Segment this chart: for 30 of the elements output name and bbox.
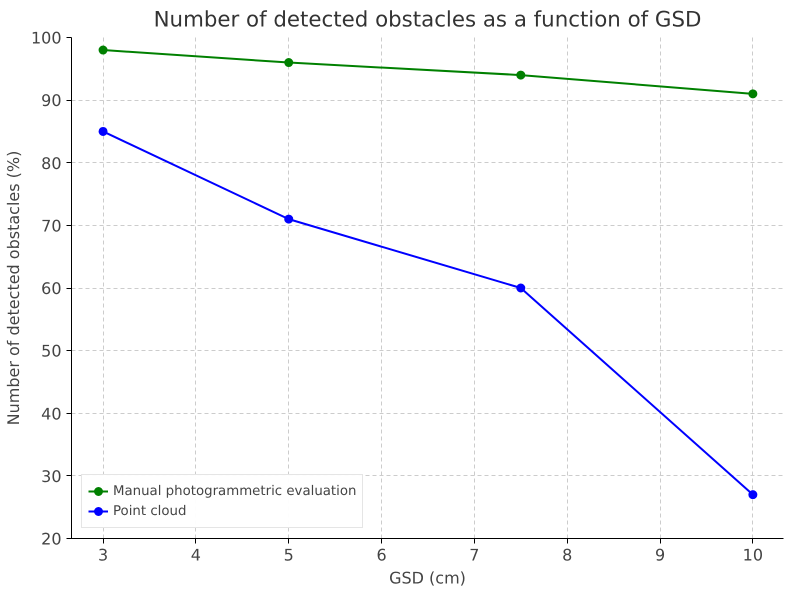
y-tick-label: 60 — [41, 279, 62, 298]
y-tick-label: 100 — [30, 28, 62, 48]
x-tick-label: 5 — [284, 546, 294, 564]
point — [516, 284, 526, 292]
x-tick-label: 4 — [190, 546, 201, 564]
y-tick-label: 30 — [41, 466, 62, 486]
point — [98, 126, 108, 136]
legend-label: Manual photogrammetric evaluation — [113, 484, 356, 498]
x-tick-label: 7 — [469, 546, 480, 564]
point — [748, 89, 758, 98]
y-tick-label: 40 — [41, 404, 62, 424]
x-tick-label: 8 — [562, 546, 572, 564]
y-tick-label: 70 — [41, 216, 62, 236]
y-tick-label: 20 — [41, 530, 62, 548]
y-axis-title: Number of detected obstacles (%) — [4, 150, 23, 426]
point — [284, 58, 294, 68]
chart-title: Number of detected obstacles as a function of GSD — [154, 8, 702, 32]
x-tick-label: 6 — [376, 546, 387, 564]
x-tick-label: 9 — [654, 546, 666, 564]
x-axis-title: GSD (cm) — [389, 568, 466, 588]
x-tick-label: 3 — [98, 546, 108, 564]
point — [516, 70, 526, 80]
y-tick-label: 50 — [41, 342, 62, 361]
point — [748, 490, 758, 500]
point — [284, 214, 294, 224]
y-tick-label: 80 — [41, 154, 62, 173]
legend-label: Point cloud — [113, 504, 186, 518]
x-tick-label: 10 — [742, 546, 764, 564]
y-tick-label: 90 — [41, 91, 62, 110]
point — [98, 46, 108, 55]
